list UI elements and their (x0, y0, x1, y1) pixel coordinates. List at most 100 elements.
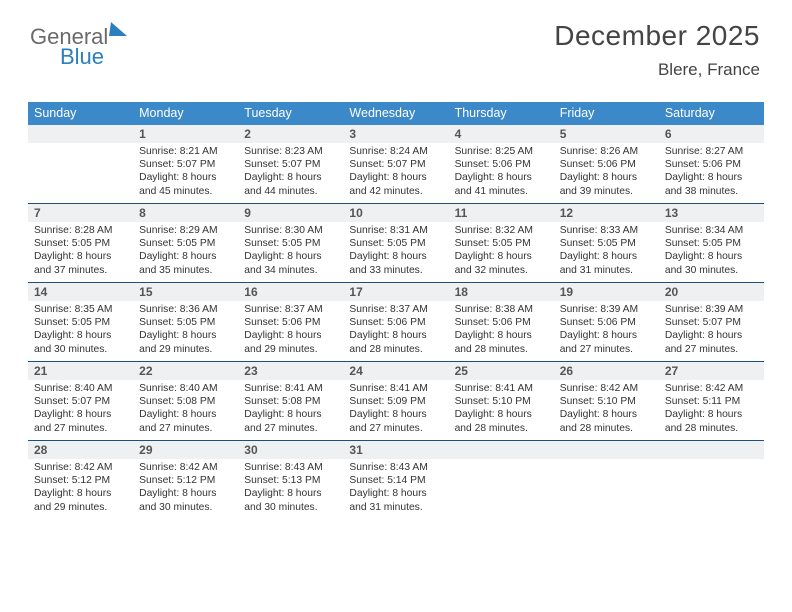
weekday-header-cell: Monday (133, 102, 238, 125)
calendar-cell: 5Sunrise: 8:26 AMSunset: 5:06 PMDaylight… (554, 125, 659, 203)
sunset-line: Sunset: 5:07 PM (349, 158, 442, 171)
day-details: Sunrise: 8:43 AMSunset: 5:13 PMDaylight:… (238, 459, 343, 518)
sunset-line: Sunset: 5:13 PM (244, 474, 337, 487)
daylight-line: Daylight: 8 hours and 44 minutes. (244, 171, 337, 197)
day-details: Sunrise: 8:29 AMSunset: 5:05 PMDaylight:… (133, 222, 238, 281)
sunset-line: Sunset: 5:05 PM (139, 316, 232, 329)
day-number: 2 (238, 125, 343, 143)
brand-part2: Blue (60, 44, 104, 70)
day-details: Sunrise: 8:35 AMSunset: 5:05 PMDaylight:… (28, 301, 133, 360)
day-number: 8 (133, 204, 238, 222)
calendar-cell: 12Sunrise: 8:33 AMSunset: 5:05 PMDayligh… (554, 204, 659, 282)
sunrise-line: Sunrise: 8:42 AM (139, 461, 232, 474)
sunrise-line: Sunrise: 8:30 AM (244, 224, 337, 237)
weekday-header-row: SundayMondayTuesdayWednesdayThursdayFrid… (28, 102, 764, 125)
day-number: 6 (659, 125, 764, 143)
day-details (28, 143, 133, 149)
day-number: 16 (238, 283, 343, 301)
day-details: Sunrise: 8:25 AMSunset: 5:06 PMDaylight:… (449, 143, 554, 202)
sunset-line: Sunset: 5:07 PM (139, 158, 232, 171)
day-number: 23 (238, 362, 343, 380)
daylight-line: Daylight: 8 hours and 29 minutes. (244, 329, 337, 355)
sunrise-line: Sunrise: 8:38 AM (455, 303, 548, 316)
daylight-line: Daylight: 8 hours and 27 minutes. (560, 329, 653, 355)
day-number: 17 (343, 283, 448, 301)
day-number: 26 (554, 362, 659, 380)
day-details (554, 459, 659, 465)
sunset-line: Sunset: 5:12 PM (34, 474, 127, 487)
calendar-cell: 20Sunrise: 8:39 AMSunset: 5:07 PMDayligh… (659, 283, 764, 361)
daylight-line: Daylight: 8 hours and 29 minutes. (34, 487, 127, 513)
day-details: Sunrise: 8:32 AMSunset: 5:05 PMDaylight:… (449, 222, 554, 281)
sunrise-line: Sunrise: 8:24 AM (349, 145, 442, 158)
sunrise-line: Sunrise: 8:41 AM (455, 382, 548, 395)
sunrise-line: Sunrise: 8:35 AM (34, 303, 127, 316)
day-details: Sunrise: 8:41 AMSunset: 5:10 PMDaylight:… (449, 380, 554, 439)
day-number: 12 (554, 204, 659, 222)
sunrise-line: Sunrise: 8:29 AM (139, 224, 232, 237)
sunrise-line: Sunrise: 8:43 AM (349, 461, 442, 474)
daylight-line: Daylight: 8 hours and 39 minutes. (560, 171, 653, 197)
sunset-line: Sunset: 5:07 PM (244, 158, 337, 171)
calendar-cell: 26Sunrise: 8:42 AMSunset: 5:10 PMDayligh… (554, 362, 659, 440)
calendar-cell: 22Sunrise: 8:40 AMSunset: 5:08 PMDayligh… (133, 362, 238, 440)
calendar-cell: 3Sunrise: 8:24 AMSunset: 5:07 PMDaylight… (343, 125, 448, 203)
sunset-line: Sunset: 5:07 PM (34, 395, 127, 408)
sunset-line: Sunset: 5:05 PM (560, 237, 653, 250)
daylight-line: Daylight: 8 hours and 28 minutes. (455, 408, 548, 434)
sunrise-line: Sunrise: 8:28 AM (34, 224, 127, 237)
day-details: Sunrise: 8:33 AMSunset: 5:05 PMDaylight:… (554, 222, 659, 281)
day-number: 11 (449, 204, 554, 222)
day-details: Sunrise: 8:39 AMSunset: 5:07 PMDaylight:… (659, 301, 764, 360)
sunset-line: Sunset: 5:06 PM (244, 316, 337, 329)
day-details: Sunrise: 8:42 AMSunset: 5:11 PMDaylight:… (659, 380, 764, 439)
weekday-header-cell: Wednesday (343, 102, 448, 125)
brand-triangle-icon (110, 22, 134, 40)
day-details: Sunrise: 8:42 AMSunset: 5:12 PMDaylight:… (28, 459, 133, 518)
day-details (659, 459, 764, 465)
calendar-cell: 13Sunrise: 8:34 AMSunset: 5:05 PMDayligh… (659, 204, 764, 282)
sunrise-line: Sunrise: 8:42 AM (34, 461, 127, 474)
day-number: 29 (133, 441, 238, 459)
daylight-line: Daylight: 8 hours and 38 minutes. (665, 171, 758, 197)
sunset-line: Sunset: 5:12 PM (139, 474, 232, 487)
daylight-line: Daylight: 8 hours and 30 minutes. (665, 250, 758, 276)
sunrise-line: Sunrise: 8:41 AM (349, 382, 442, 395)
sunset-line: Sunset: 5:06 PM (455, 316, 548, 329)
calendar-cell (659, 441, 764, 519)
calendar-cell: 18Sunrise: 8:38 AMSunset: 5:06 PMDayligh… (449, 283, 554, 361)
day-details: Sunrise: 8:37 AMSunset: 5:06 PMDaylight:… (343, 301, 448, 360)
day-details: Sunrise: 8:23 AMSunset: 5:07 PMDaylight:… (238, 143, 343, 202)
daylight-line: Daylight: 8 hours and 27 minutes. (34, 408, 127, 434)
day-number: 13 (659, 204, 764, 222)
daylight-line: Daylight: 8 hours and 29 minutes. (139, 329, 232, 355)
daylight-line: Daylight: 8 hours and 27 minutes. (244, 408, 337, 434)
sunrise-line: Sunrise: 8:31 AM (349, 224, 442, 237)
sunrise-line: Sunrise: 8:41 AM (244, 382, 337, 395)
sunset-line: Sunset: 5:05 PM (244, 237, 337, 250)
day-details: Sunrise: 8:24 AMSunset: 5:07 PMDaylight:… (343, 143, 448, 202)
calendar-cell: 17Sunrise: 8:37 AMSunset: 5:06 PMDayligh… (343, 283, 448, 361)
day-number: 9 (238, 204, 343, 222)
day-number: 21 (28, 362, 133, 380)
sunrise-line: Sunrise: 8:26 AM (560, 145, 653, 158)
day-details: Sunrise: 8:39 AMSunset: 5:06 PMDaylight:… (554, 301, 659, 360)
day-number (659, 441, 764, 459)
day-number: 27 (659, 362, 764, 380)
calendar-week-row: 7Sunrise: 8:28 AMSunset: 5:05 PMDaylight… (28, 203, 764, 282)
sunrise-line: Sunrise: 8:23 AM (244, 145, 337, 158)
daylight-line: Daylight: 8 hours and 27 minutes. (139, 408, 232, 434)
weekday-header-cell: Thursday (449, 102, 554, 125)
sunset-line: Sunset: 5:05 PM (34, 316, 127, 329)
calendar-week-row: 14Sunrise: 8:35 AMSunset: 5:05 PMDayligh… (28, 282, 764, 361)
daylight-line: Daylight: 8 hours and 37 minutes. (34, 250, 127, 276)
sunset-line: Sunset: 5:05 PM (455, 237, 548, 250)
day-number: 7 (28, 204, 133, 222)
sunset-line: Sunset: 5:10 PM (455, 395, 548, 408)
calendar: SundayMondayTuesdayWednesdayThursdayFrid… (28, 102, 764, 519)
daylight-line: Daylight: 8 hours and 34 minutes. (244, 250, 337, 276)
calendar-cell: 21Sunrise: 8:40 AMSunset: 5:07 PMDayligh… (28, 362, 133, 440)
day-details: Sunrise: 8:40 AMSunset: 5:08 PMDaylight:… (133, 380, 238, 439)
sunrise-line: Sunrise: 8:27 AM (665, 145, 758, 158)
calendar-cell: 7Sunrise: 8:28 AMSunset: 5:05 PMDaylight… (28, 204, 133, 282)
